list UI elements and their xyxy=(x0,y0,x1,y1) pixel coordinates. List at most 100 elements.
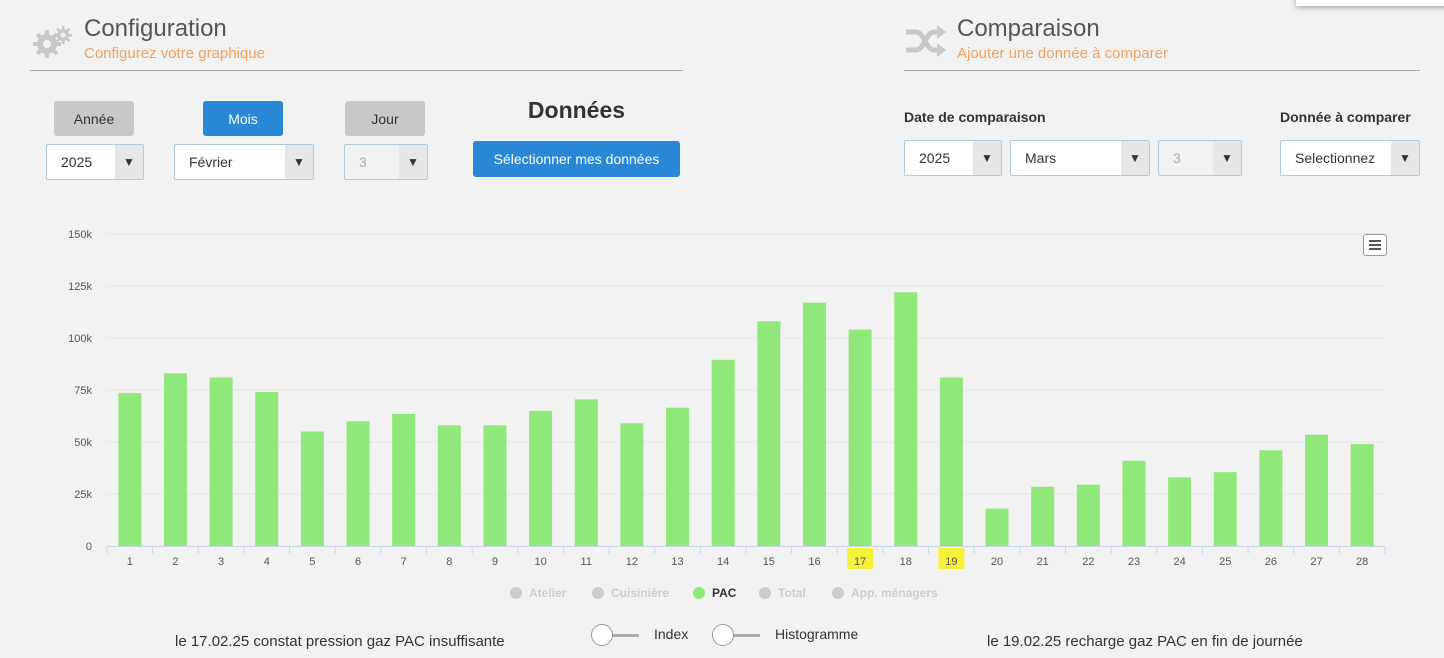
y-tick-label: 150k xyxy=(68,229,92,241)
x-tick-label: 5 xyxy=(309,556,315,568)
legend-cuisiniere[interactable]: Cuisinière xyxy=(592,586,669,600)
x-tick-label: 26 xyxy=(1265,556,1277,568)
comparison-day-value: 3 xyxy=(1173,150,1181,166)
x-tick-label: 7 xyxy=(401,556,407,568)
bar xyxy=(620,423,644,546)
bar xyxy=(1350,444,1374,546)
comparison-data-label: Donnée à comparer xyxy=(1280,109,1411,125)
bar xyxy=(1076,484,1100,546)
index-toggle[interactable] xyxy=(591,624,641,646)
data-heading: Données xyxy=(527,97,626,123)
x-tick-label: 21 xyxy=(1037,556,1049,568)
comparison-year-select[interactable]: 2025 ▼ xyxy=(904,140,1002,176)
select-data-button[interactable]: Sélectionner mes données xyxy=(473,141,680,177)
tab-day[interactable]: Jour xyxy=(345,101,425,136)
x-tick-label: 2 xyxy=(172,556,178,568)
comparison-month-select[interactable]: Mars ▼ xyxy=(1010,140,1150,176)
histogram-toggle[interactable] xyxy=(712,624,762,646)
toggle-knob[interactable] xyxy=(712,624,734,646)
gears-icon xyxy=(32,24,74,60)
histogram-toggle-label: Histogramme xyxy=(775,626,859,642)
x-tick-label: 9 xyxy=(492,556,498,568)
x-tick-label: 20 xyxy=(991,556,1003,568)
x-tick-label: 13 xyxy=(671,556,683,568)
month-select[interactable]: Février ▼ xyxy=(174,144,314,180)
legend-pac[interactable]: PAC xyxy=(693,586,736,600)
legend-app-menagers[interactable]: App. ménagers xyxy=(832,586,938,600)
x-tick-label: 11 xyxy=(581,556,592,568)
bar xyxy=(209,377,233,546)
legend-dot xyxy=(510,587,522,599)
x-tick-label: 3 xyxy=(218,556,224,568)
bar xyxy=(1031,486,1055,546)
comparison-year-value: 2025 xyxy=(919,150,951,166)
triangle-down-icon: ▼ xyxy=(115,145,143,179)
x-tick-label: 17 xyxy=(854,556,866,568)
legend-total[interactable]: Total xyxy=(759,586,806,600)
bar xyxy=(1122,460,1146,546)
bar xyxy=(529,410,553,546)
x-tick-label: 15 xyxy=(763,556,775,568)
triangle-down-icon: ▼ xyxy=(1391,141,1419,175)
y-tick-label: 50k xyxy=(74,437,92,449)
index-toggle-label: Index xyxy=(654,626,689,642)
triangle-down-icon: ▼ xyxy=(399,145,427,179)
legend-label: Atelier xyxy=(529,586,567,600)
comparison-date-label: Date de comparaison xyxy=(904,109,1046,125)
triangle-down-icon: ▼ xyxy=(1213,141,1241,175)
bar xyxy=(255,392,279,546)
bar xyxy=(757,321,781,546)
bar xyxy=(802,302,826,546)
bar xyxy=(437,425,461,546)
x-tick-label: 22 xyxy=(1082,556,1094,568)
x-tick-label: 1 xyxy=(127,556,133,568)
bar xyxy=(1305,434,1329,546)
legend-dot xyxy=(693,587,705,599)
bar xyxy=(118,393,142,546)
x-tick-label: 16 xyxy=(808,556,820,568)
legend-dot xyxy=(759,587,771,599)
note-right: le 19.02.25 recharge gaz PAC en fin de j… xyxy=(987,633,1303,650)
tab-month[interactable]: Mois xyxy=(203,101,283,136)
comparison-month-value: Mars xyxy=(1025,150,1057,166)
hamburger-menu-icon[interactable] xyxy=(1363,234,1387,256)
bar xyxy=(985,508,1009,546)
legend-atelier[interactable]: Atelier xyxy=(510,586,566,600)
year-select[interactable]: 2025 ▼ xyxy=(46,144,144,180)
x-tick-label: 27 xyxy=(1310,556,1322,568)
comparison-divider xyxy=(904,70,1420,71)
bar xyxy=(1213,472,1237,546)
bar xyxy=(1168,477,1192,546)
bar xyxy=(392,413,416,546)
y-tick-label: 0 xyxy=(86,541,92,553)
legend-dot xyxy=(832,587,844,599)
toggle-track xyxy=(599,634,639,637)
bar xyxy=(300,431,324,546)
bar xyxy=(939,377,963,546)
comparison-data-select[interactable]: Selectionnez ▼ xyxy=(1280,140,1420,176)
x-label-highlight xyxy=(847,548,874,569)
legend-label: Total xyxy=(778,586,806,600)
month-select-value: Février xyxy=(189,154,233,170)
day-select[interactable]: 3 ▼ xyxy=(344,144,428,180)
config-title: Configuration xyxy=(84,15,227,42)
legend-dot xyxy=(592,587,604,599)
shuffle-icon xyxy=(904,24,946,58)
x-tick-label: 6 xyxy=(355,556,361,568)
legend-label: Cuisinière xyxy=(611,586,670,600)
legend-label: PAC xyxy=(712,586,737,600)
tab-year[interactable]: Année xyxy=(54,101,134,136)
x-tick-label: 14 xyxy=(717,556,729,568)
x-tick-label: 4 xyxy=(264,556,270,568)
legend-label: App. ménagers xyxy=(851,586,938,600)
x-tick-label: 19 xyxy=(945,556,957,568)
day-select-value: 3 xyxy=(359,154,367,170)
toggle-knob[interactable] xyxy=(591,624,613,646)
comparison-data-value: Selectionnez xyxy=(1295,150,1376,166)
x-tick-label: 10 xyxy=(534,556,546,568)
bar xyxy=(574,399,598,546)
bar xyxy=(163,373,187,546)
comparison-day-select[interactable]: 3 ▼ xyxy=(1158,140,1242,176)
bar xyxy=(894,292,918,546)
